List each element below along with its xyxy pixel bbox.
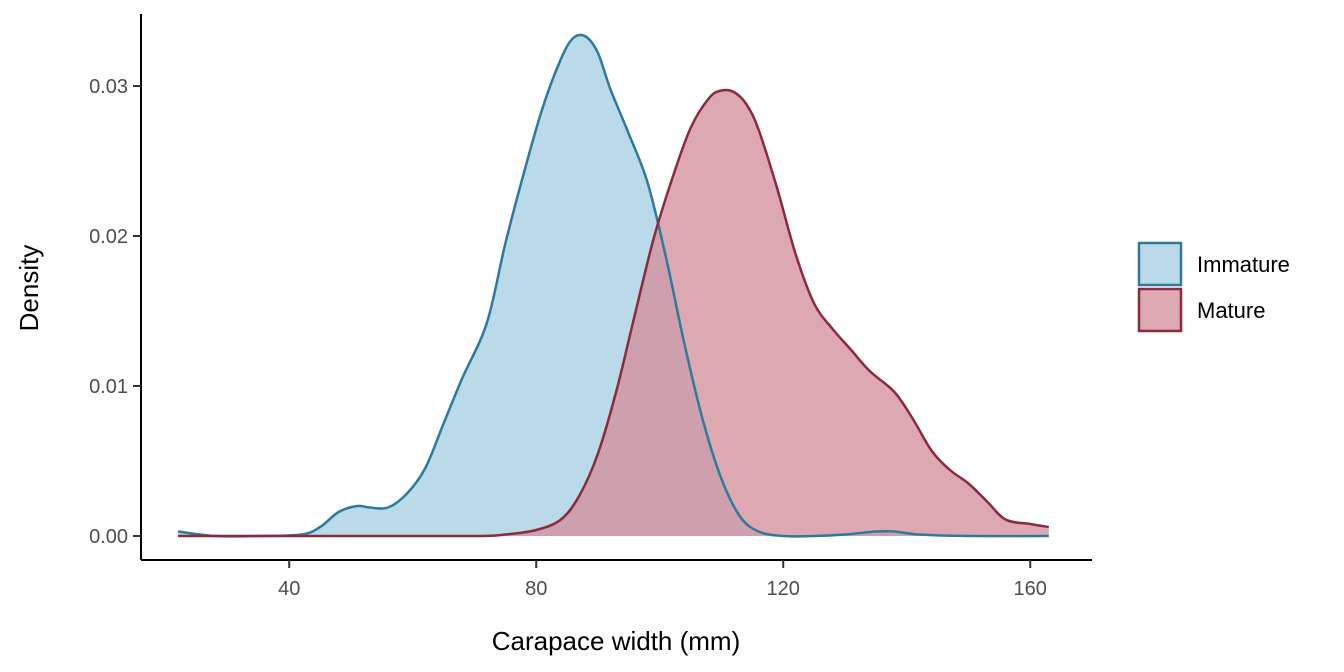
legend-label-immature: Immature: [1197, 252, 1290, 277]
density-area-immature: [178, 34, 1049, 537]
x-tick-label: 120: [767, 578, 800, 600]
x-axis-title: Carapace width (mm): [492, 626, 741, 656]
y-tick-label: 0.00: [89, 526, 128, 548]
density-area-mature: [178, 89, 1049, 537]
x-tick-label: 80: [525, 578, 547, 600]
legend-label-mature: Mature: [1197, 298, 1265, 323]
legend-key-mature: [1137, 287, 1183, 333]
x-tick-label: 160: [1014, 578, 1047, 600]
ticks: 40 80 120 160 0.00 0.01 0.02 0.03: [89, 76, 1047, 600]
x-tick-label: 40: [278, 578, 300, 600]
density-line-immature: [177, 33, 1049, 538]
density-line-mature: [178, 88, 1049, 538]
plot-area: [177, 33, 1049, 538]
y-tick-label: 0.02: [89, 226, 128, 248]
axes: [140, 14, 1092, 561]
y-axis-title: Density: [14, 245, 44, 332]
y-tick-label: 0.01: [89, 376, 128, 398]
legend: Immature Mature: [1137, 241, 1290, 333]
y-tick-label: 0.03: [89, 76, 128, 98]
legend-key-immature: [1137, 241, 1183, 287]
